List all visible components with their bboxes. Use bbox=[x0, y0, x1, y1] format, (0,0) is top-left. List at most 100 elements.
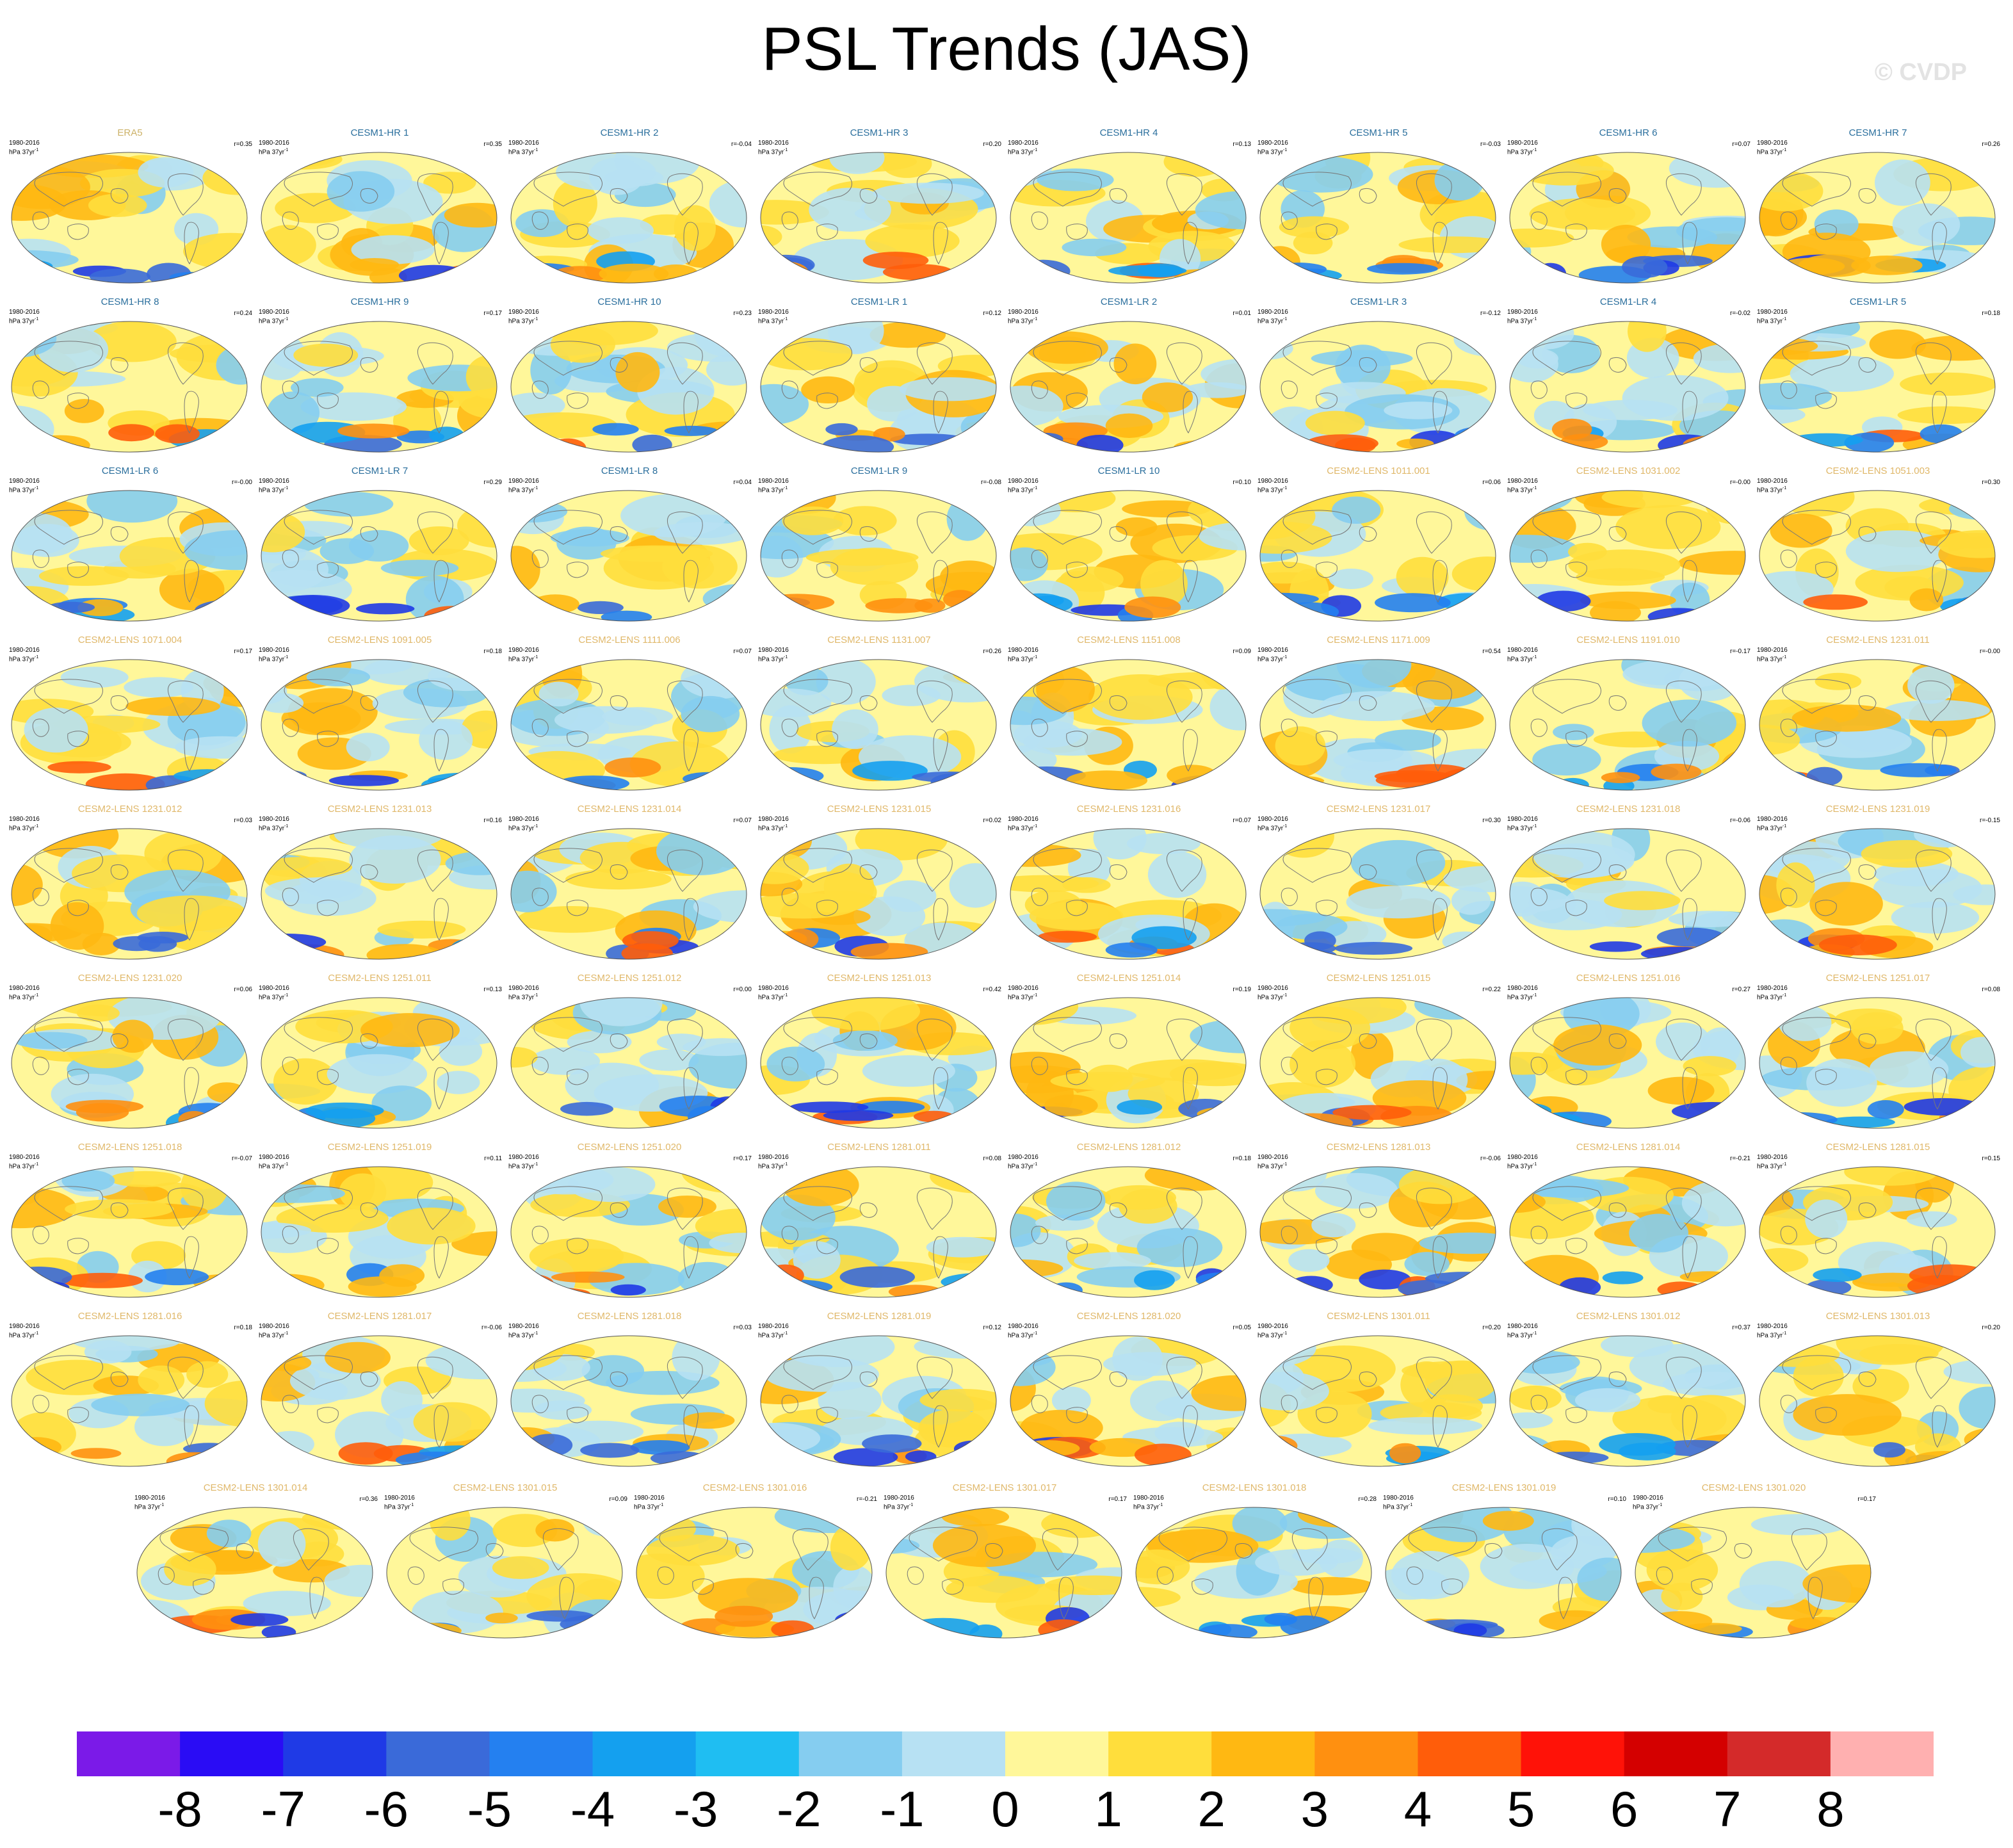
panel-title: CESM2-LENS 1251.011 bbox=[328, 973, 432, 984]
panel-title: CESM2-LENS 1251.017 bbox=[1825, 973, 1930, 984]
anomaly-blob bbox=[1678, 551, 1745, 575]
map-outline bbox=[1759, 997, 1996, 1129]
panel-period: 1980-2016 bbox=[1507, 1154, 1538, 1161]
anomaly-blob bbox=[1074, 1252, 1151, 1270]
coastline bbox=[1281, 549, 1298, 568]
anomaly-blob bbox=[568, 1167, 656, 1203]
map-panel: CESM2-LENS 1281.011 1980-2016 hPa 37yr-1 r=… bbox=[756, 1140, 1003, 1299]
coastline bbox=[184, 1236, 199, 1279]
coastline bbox=[1432, 1405, 1448, 1448]
panel-units-exponent: -1 bbox=[1033, 1162, 1038, 1167]
panel-period: 1980-2016 bbox=[1757, 816, 1788, 823]
anomaly-blob bbox=[306, 667, 371, 686]
map-panel: CESM2-LENS 1251.018 1980-2016 hPa 37yr-1 r=… bbox=[6, 1140, 254, 1299]
coastline bbox=[1915, 342, 1952, 385]
map-panel: CESM2-LENS 1231.014 1980-2016 hPa 37yr-1 r=… bbox=[506, 802, 753, 960]
anomaly-core bbox=[1818, 934, 1897, 955]
panel-title: CESM1-HR 7 bbox=[1848, 127, 1907, 138]
anomaly-blob bbox=[138, 1365, 185, 1395]
map-panel: CESM1-LR 8 1980-2016 hPa 37yr-1 r=0.04 bbox=[506, 464, 753, 622]
anomaly-blob bbox=[1814, 209, 1859, 239]
panel-units-exponent: -1 bbox=[35, 148, 39, 152]
panel-units: hPa 37yr-1 bbox=[259, 1330, 288, 1339]
anomaly-blob bbox=[444, 202, 497, 228]
map-panel: CESM2-LENS 1301.013 1980-2016 hPa 37yr-1 r=… bbox=[1754, 1309, 2001, 1468]
coastline bbox=[1109, 1202, 1128, 1218]
anomaly-blob bbox=[1093, 829, 1147, 860]
panel-units-text: hPa 37yr bbox=[9, 825, 35, 832]
panel-correlation: r=0.27 bbox=[1732, 986, 1750, 993]
panel-units-text: hPa 37yr bbox=[1757, 149, 1783, 156]
anomaly-core bbox=[1619, 1442, 1676, 1461]
panel-units: hPa 37yr-1 bbox=[758, 147, 788, 156]
coastline bbox=[1858, 1371, 1877, 1387]
map-panel: CESM2-LENS 1231.017 1980-2016 hPa 37yr-1 r=… bbox=[1255, 802, 1502, 960]
panel-units-exponent: -1 bbox=[1283, 148, 1288, 152]
panel-correlation: r=-0.00 bbox=[232, 479, 252, 486]
panel-units: hPa 37yr-1 bbox=[1008, 1330, 1037, 1339]
trend-map bbox=[885, 1507, 1122, 1639]
coastline bbox=[317, 1069, 339, 1085]
coastline bbox=[667, 342, 703, 385]
map-field bbox=[1510, 490, 1745, 621]
coastline bbox=[1359, 1371, 1377, 1387]
map-field bbox=[137, 1507, 373, 1638]
anomaly-blob bbox=[1844, 1167, 1939, 1186]
anomaly-blob bbox=[1195, 191, 1246, 230]
panel-correlation: r=0.17 bbox=[733, 1155, 752, 1162]
coastline bbox=[485, 1543, 504, 1559]
trend-map bbox=[261, 321, 497, 453]
panel-units-exponent: -1 bbox=[1033, 148, 1038, 152]
panel-units: hPa 37yr-1 bbox=[259, 485, 288, 494]
anomaly-blob bbox=[1232, 1507, 1288, 1542]
anomaly-core bbox=[337, 423, 410, 439]
colorbar-box bbox=[592, 1731, 697, 1776]
coastline bbox=[531, 1395, 549, 1413]
anomaly-core bbox=[1940, 598, 1990, 615]
anomaly-blob bbox=[408, 526, 469, 555]
anomaly-blob bbox=[1346, 886, 1451, 919]
coastline bbox=[1183, 1405, 1198, 1448]
map-panel: CESM2-LENS 1251.013 1980-2016 hPa 37yr-1 r=… bbox=[756, 971, 1003, 1130]
coastline bbox=[184, 898, 199, 941]
anomaly-blob bbox=[1119, 1188, 1177, 1224]
panel-units: hPa 37yr-1 bbox=[1008, 1161, 1037, 1170]
coastline bbox=[417, 173, 453, 216]
trend-map bbox=[510, 490, 747, 622]
anomaly-core bbox=[1066, 770, 1148, 790]
trend-map bbox=[11, 659, 248, 791]
anomaly-blob bbox=[303, 491, 394, 517]
coastline bbox=[1432, 1236, 1448, 1279]
anomaly-blob bbox=[1739, 1560, 1813, 1608]
panel-units: hPa 37yr-1 bbox=[1507, 823, 1537, 832]
coastline bbox=[1815, 1238, 1837, 1254]
panel-correlation: r=0.08 bbox=[1982, 986, 2000, 993]
coastline bbox=[34, 341, 103, 376]
panel-correlation: r=0.07 bbox=[733, 648, 752, 655]
coastline bbox=[1782, 510, 1851, 545]
map-field bbox=[261, 152, 497, 283]
coastline bbox=[1530, 718, 1548, 737]
coastline bbox=[933, 729, 948, 772]
panel-title: CESM2-LENS 1231.019 bbox=[1825, 804, 1930, 815]
panel-units-text: hPa 37yr bbox=[1257, 656, 1284, 663]
coastline bbox=[32, 1226, 49, 1244]
coastline bbox=[317, 731, 339, 747]
coastline bbox=[1608, 357, 1627, 373]
panel-units-exponent: -1 bbox=[1783, 824, 1787, 829]
panel-units-exponent: -1 bbox=[659, 1503, 664, 1507]
coastline bbox=[34, 1355, 103, 1390]
coastline bbox=[282, 1395, 299, 1413]
panel-units: hPa 37yr-1 bbox=[1757, 992, 1786, 1001]
anomaly-blob bbox=[1456, 1071, 1496, 1090]
panel-units-exponent: -1 bbox=[1783, 1331, 1787, 1336]
coastline bbox=[360, 1371, 378, 1387]
coastline bbox=[1682, 1067, 1697, 1110]
coastline bbox=[1033, 679, 1102, 714]
panel-units: hPa 37yr-1 bbox=[259, 992, 288, 1001]
coastline bbox=[1432, 560, 1448, 603]
anomaly-core bbox=[604, 757, 661, 778]
coastline bbox=[34, 1186, 103, 1221]
panel-period: 1980-2016 bbox=[508, 478, 539, 485]
anomaly-core bbox=[823, 1110, 894, 1121]
